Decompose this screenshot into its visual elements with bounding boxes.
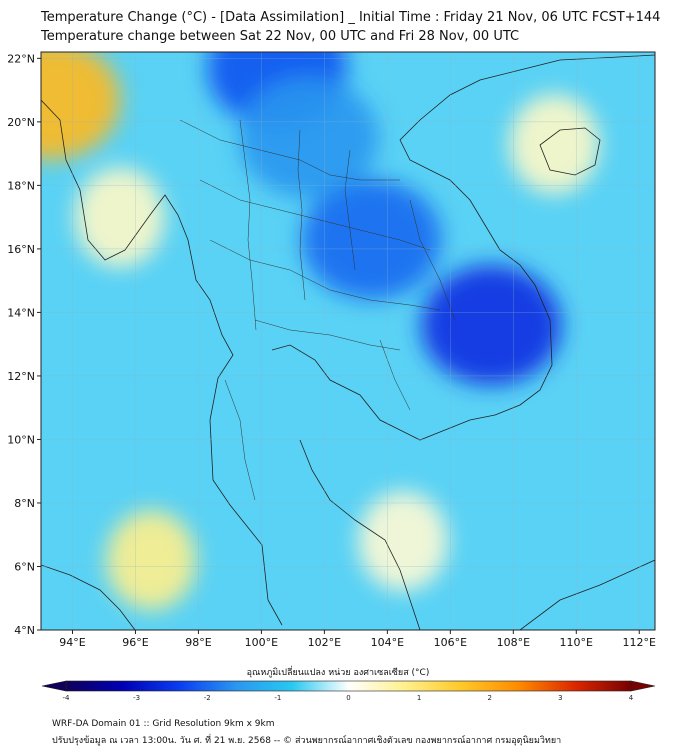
- colorbar-min-extend: [41, 680, 67, 692]
- cold-laos-north: [238, 77, 379, 198]
- colorbar-tick-label: -3: [133, 694, 140, 702]
- lat-tick-label: 12°N: [7, 370, 35, 383]
- map-title: Temperature Change (°C) - [Data Assimila…: [41, 10, 661, 25]
- warm-andaman-south: [106, 510, 197, 611]
- warm-myanmar-west: [74, 167, 165, 268]
- coastline-borders: [41, 54, 655, 630]
- cold-core-cambodia-vietnam: [421, 265, 562, 386]
- coastline-hainan: [539, 127, 601, 176]
- map-subtitle: Temperature change between Sat 22 Nov, 0…: [41, 29, 520, 44]
- lat-tick-label: 8°N: [14, 497, 35, 510]
- colorbar-tick-label: -1: [274, 694, 281, 702]
- coastline-malay: [299, 439, 421, 630]
- province-borders: [179, 119, 456, 501]
- lat-tick-label: 22°N: [7, 52, 35, 65]
- lon-tick-label: 96°E: [122, 636, 148, 649]
- warm-hainan-east: [509, 94, 600, 195]
- lon-tick-label: 104°E: [371, 636, 404, 649]
- lat-tick-label: 6°N: [14, 560, 35, 573]
- lat-tick-label: 14°N: [7, 306, 35, 319]
- map-frame: [40, 51, 656, 631]
- lon-tick-label: 110°E: [560, 636, 593, 649]
- lat-tick-label: 16°N: [7, 243, 35, 256]
- credits: ปรับปรุงข้อมูล ณ เวลา 13:00น. วัน ศ. ที่…: [52, 736, 562, 746]
- coastline-borneo: [519, 559, 655, 630]
- lon-tick-label: 112°E: [623, 636, 656, 649]
- warm-myanmar-coast: [41, 52, 121, 160]
- warm-gulf-south: [358, 491, 449, 592]
- colorbar-tick-label: -2: [204, 694, 211, 702]
- model-info: WRF-DA Domain 01 :: Grid Resolution 9km …: [52, 719, 275, 729]
- coastline-mainland: [41, 99, 283, 626]
- colorbar-max-extend: [630, 680, 656, 692]
- cold-northeast-thailand: [301, 179, 442, 300]
- colorbar-caption: อุณหภูมิเปลี่ยนแปลง หน่วย องศาเซลเซียส (…: [246, 668, 430, 678]
- lat-tick-label: 20°N: [7, 116, 35, 129]
- lon-tick-label: 106°E: [434, 636, 467, 649]
- colorbar-tick-label: 3: [558, 694, 562, 702]
- colorbar-tick-label: 0: [346, 694, 350, 702]
- colorbar-tick-label: 4: [629, 694, 634, 702]
- coastline-gulf: [271, 54, 655, 441]
- colorbar-tick-label: 1: [417, 694, 421, 702]
- lat-tick-label: 18°N: [7, 179, 35, 192]
- lon-tick-label: 108°E: [497, 636, 530, 649]
- colorbar: -4 -3 -2 -1 0 1 2 3 4: [41, 680, 656, 702]
- longitude-ticks: 94°E 96°E 98°E 100°E 102°E 104°E 106°E 108°E 110…: [59, 630, 656, 649]
- lon-tick-label: 100°E: [245, 636, 278, 649]
- lat-tick-label: 10°N: [7, 433, 35, 446]
- lon-tick-label: 102°E: [308, 636, 341, 649]
- colorbar-tick-label: -4: [63, 694, 71, 702]
- lon-tick-label: 98°E: [185, 636, 211, 649]
- lon-tick-label: 94°E: [59, 636, 85, 649]
- latitude-ticks: 22°N 20°N 18°N 16°N 14°N 12°N 10°N 8°N 6°N 4°N: [7, 52, 41, 637]
- temperature-change-map: 94°E 96°E 98°E 100°E 102°E 104°E 106°E 108°E 110…: [7, 51, 656, 702]
- lat-lon-grid: [41, 52, 655, 630]
- temperature-field: [41, 52, 600, 611]
- lat-tick-label: 4°N: [14, 624, 35, 637]
- colorbar-gradient: [65, 680, 632, 692]
- colorbar-tick-label: 2: [488, 694, 492, 702]
- coastline-sumatra: [41, 564, 136, 630]
